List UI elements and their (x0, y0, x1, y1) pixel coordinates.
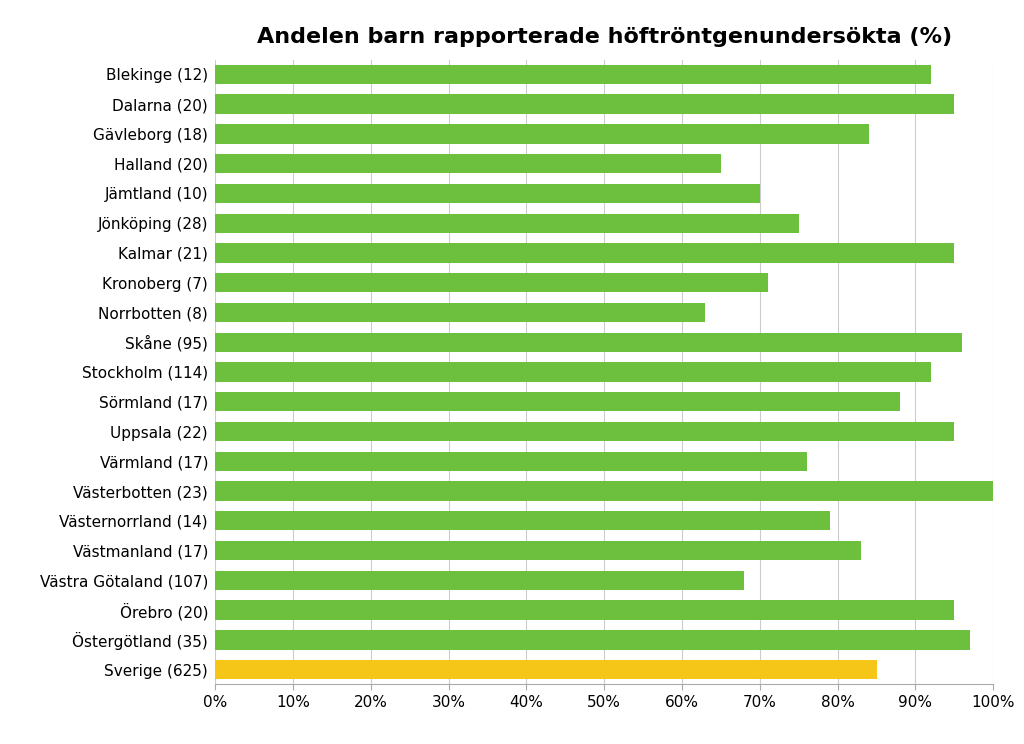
Bar (215, 333, 963, 352)
Bar (215, 452, 807, 471)
Title: Andelen barn rapporterade höftröntgenundersökta (%): Andelen barn rapporterade höftröntgenund… (257, 27, 951, 47)
Bar (215, 571, 744, 590)
Bar (215, 65, 931, 84)
Bar (215, 154, 721, 173)
Bar (215, 124, 868, 144)
Bar (215, 660, 877, 679)
Bar (215, 94, 954, 114)
Bar (215, 362, 931, 382)
Bar (215, 214, 799, 233)
Bar (215, 422, 954, 441)
Bar (215, 243, 954, 263)
Bar (215, 184, 760, 203)
Bar (215, 303, 706, 322)
Bar (215, 511, 829, 530)
Bar (215, 481, 993, 501)
Bar (215, 392, 900, 411)
Bar (215, 273, 768, 292)
Bar (215, 541, 861, 560)
Bar (215, 630, 970, 650)
Bar (215, 600, 954, 620)
